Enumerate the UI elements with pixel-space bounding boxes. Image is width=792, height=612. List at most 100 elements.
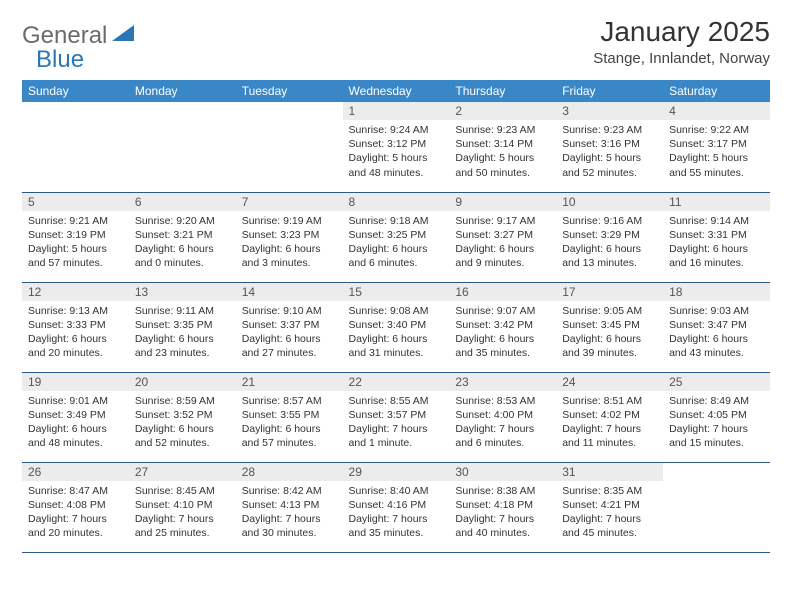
day-number: 18 bbox=[663, 283, 770, 301]
calendar-body: 1Sunrise: 9:24 AMSunset: 3:12 PMDaylight… bbox=[22, 102, 770, 552]
calendar-day-cell: 9Sunrise: 9:17 AMSunset: 3:27 PMDaylight… bbox=[449, 192, 556, 282]
weekday-header: Monday bbox=[129, 80, 236, 102]
calendar-day-cell: 21Sunrise: 8:57 AMSunset: 3:55 PMDayligh… bbox=[236, 372, 343, 462]
day-number: 3 bbox=[556, 102, 663, 120]
calendar-day-cell: 23Sunrise: 8:53 AMSunset: 4:00 PMDayligh… bbox=[449, 372, 556, 462]
day-details: Sunrise: 8:51 AMSunset: 4:02 PMDaylight:… bbox=[556, 391, 663, 455]
calendar-day-cell: 7Sunrise: 9:19 AMSunset: 3:23 PMDaylight… bbox=[236, 192, 343, 282]
day-details: Sunrise: 9:18 AMSunset: 3:25 PMDaylight:… bbox=[343, 211, 450, 275]
day-number: 24 bbox=[556, 373, 663, 391]
calendar-day-cell: 8Sunrise: 9:18 AMSunset: 3:25 PMDaylight… bbox=[343, 192, 450, 282]
page-subtitle: Stange, Innlandet, Norway bbox=[593, 50, 770, 67]
weekday-header-row: Sunday Monday Tuesday Wednesday Thursday… bbox=[22, 80, 770, 102]
calendar-day-cell: 27Sunrise: 8:45 AMSunset: 4:10 PMDayligh… bbox=[129, 462, 236, 552]
calendar-day-cell: 22Sunrise: 8:55 AMSunset: 3:57 PMDayligh… bbox=[343, 372, 450, 462]
calendar-day-cell: 3Sunrise: 9:23 AMSunset: 3:16 PMDaylight… bbox=[556, 102, 663, 192]
day-number: 10 bbox=[556, 193, 663, 211]
day-details: Sunrise: 9:23 AMSunset: 3:14 PMDaylight:… bbox=[449, 120, 556, 184]
logo-blue: Blue bbox=[36, 46, 134, 74]
day-number: 27 bbox=[129, 463, 236, 481]
logo-triangle-icon bbox=[112, 25, 134, 43]
calendar-day-cell bbox=[236, 102, 343, 192]
weekday-header: Thursday bbox=[449, 80, 556, 102]
day-details: Sunrise: 8:42 AMSunset: 4:13 PMDaylight:… bbox=[236, 481, 343, 545]
calendar-week-row: 19Sunrise: 9:01 AMSunset: 3:49 PMDayligh… bbox=[22, 372, 770, 462]
day-details: Sunrise: 8:55 AMSunset: 3:57 PMDaylight:… bbox=[343, 391, 450, 455]
day-details: Sunrise: 9:19 AMSunset: 3:23 PMDaylight:… bbox=[236, 211, 343, 275]
day-details: Sunrise: 9:13 AMSunset: 3:33 PMDaylight:… bbox=[22, 301, 129, 365]
calendar-day-cell: 5Sunrise: 9:21 AMSunset: 3:19 PMDaylight… bbox=[22, 192, 129, 282]
day-number: 7 bbox=[236, 193, 343, 211]
day-details: Sunrise: 9:08 AMSunset: 3:40 PMDaylight:… bbox=[343, 301, 450, 365]
day-details: Sunrise: 8:49 AMSunset: 4:05 PMDaylight:… bbox=[663, 391, 770, 455]
day-number: 16 bbox=[449, 283, 556, 301]
day-details: Sunrise: 9:23 AMSunset: 3:16 PMDaylight:… bbox=[556, 120, 663, 184]
day-number: 26 bbox=[22, 463, 129, 481]
day-number: 8 bbox=[343, 193, 450, 211]
logo-general: General bbox=[22, 22, 107, 49]
day-details: Sunrise: 9:24 AMSunset: 3:12 PMDaylight:… bbox=[343, 120, 450, 184]
day-details: Sunrise: 9:22 AMSunset: 3:17 PMDaylight:… bbox=[663, 120, 770, 184]
weekday-header: Saturday bbox=[663, 80, 770, 102]
day-number: 15 bbox=[343, 283, 450, 301]
weekday-header: Tuesday bbox=[236, 80, 343, 102]
calendar-day-cell bbox=[129, 102, 236, 192]
day-number: 11 bbox=[663, 193, 770, 211]
calendar-day-cell bbox=[22, 102, 129, 192]
calendar-week-row: 5Sunrise: 9:21 AMSunset: 3:19 PMDaylight… bbox=[22, 192, 770, 282]
calendar-day-cell: 16Sunrise: 9:07 AMSunset: 3:42 PMDayligh… bbox=[449, 282, 556, 372]
day-details: Sunrise: 8:38 AMSunset: 4:18 PMDaylight:… bbox=[449, 481, 556, 545]
day-number: 25 bbox=[663, 373, 770, 391]
day-number: 2 bbox=[449, 102, 556, 120]
calendar-day-cell: 25Sunrise: 8:49 AMSunset: 4:05 PMDayligh… bbox=[663, 372, 770, 462]
day-number: 22 bbox=[343, 373, 450, 391]
calendar-day-cell: 12Sunrise: 9:13 AMSunset: 3:33 PMDayligh… bbox=[22, 282, 129, 372]
day-details: Sunrise: 9:01 AMSunset: 3:49 PMDaylight:… bbox=[22, 391, 129, 455]
calendar-day-cell: 20Sunrise: 8:59 AMSunset: 3:52 PMDayligh… bbox=[129, 372, 236, 462]
calendar-day-cell: 17Sunrise: 9:05 AMSunset: 3:45 PMDayligh… bbox=[556, 282, 663, 372]
day-details: Sunrise: 8:40 AMSunset: 4:16 PMDaylight:… bbox=[343, 481, 450, 545]
page-title: January 2025 bbox=[593, 16, 770, 48]
header: General Blue January 2025 Stange, Innlan… bbox=[22, 16, 770, 74]
calendar-day-cell: 15Sunrise: 9:08 AMSunset: 3:40 PMDayligh… bbox=[343, 282, 450, 372]
day-details: Sunrise: 9:16 AMSunset: 3:29 PMDaylight:… bbox=[556, 211, 663, 275]
day-details: Sunrise: 9:07 AMSunset: 3:42 PMDaylight:… bbox=[449, 301, 556, 365]
logo: General Blue bbox=[22, 22, 134, 74]
calendar-week-row: 12Sunrise: 9:13 AMSunset: 3:33 PMDayligh… bbox=[22, 282, 770, 372]
calendar-week-row: 26Sunrise: 8:47 AMSunset: 4:08 PMDayligh… bbox=[22, 462, 770, 552]
day-number: 23 bbox=[449, 373, 556, 391]
calendar-day-cell: 30Sunrise: 8:38 AMSunset: 4:18 PMDayligh… bbox=[449, 462, 556, 552]
day-number: 19 bbox=[22, 373, 129, 391]
weekday-header: Wednesday bbox=[343, 80, 450, 102]
day-details: Sunrise: 9:05 AMSunset: 3:45 PMDaylight:… bbox=[556, 301, 663, 365]
day-details: Sunrise: 9:21 AMSunset: 3:19 PMDaylight:… bbox=[22, 211, 129, 275]
day-number: 14 bbox=[236, 283, 343, 301]
day-details: Sunrise: 8:59 AMSunset: 3:52 PMDaylight:… bbox=[129, 391, 236, 455]
day-number: 1 bbox=[343, 102, 450, 120]
day-details: Sunrise: 9:14 AMSunset: 3:31 PMDaylight:… bbox=[663, 211, 770, 275]
title-block: January 2025 Stange, Innlandet, Norway bbox=[593, 16, 770, 67]
day-number: 21 bbox=[236, 373, 343, 391]
day-number: 31 bbox=[556, 463, 663, 481]
calendar-day-cell: 26Sunrise: 8:47 AMSunset: 4:08 PMDayligh… bbox=[22, 462, 129, 552]
day-details: Sunrise: 8:53 AMSunset: 4:00 PMDaylight:… bbox=[449, 391, 556, 455]
day-details: Sunrise: 8:45 AMSunset: 4:10 PMDaylight:… bbox=[129, 481, 236, 545]
calendar-day-cell: 13Sunrise: 9:11 AMSunset: 3:35 PMDayligh… bbox=[129, 282, 236, 372]
calendar-day-cell: 24Sunrise: 8:51 AMSunset: 4:02 PMDayligh… bbox=[556, 372, 663, 462]
day-number: 12 bbox=[22, 283, 129, 301]
calendar-week-row: 1Sunrise: 9:24 AMSunset: 3:12 PMDaylight… bbox=[22, 102, 770, 192]
calendar-day-cell: 11Sunrise: 9:14 AMSunset: 3:31 PMDayligh… bbox=[663, 192, 770, 282]
calendar-day-cell: 14Sunrise: 9:10 AMSunset: 3:37 PMDayligh… bbox=[236, 282, 343, 372]
day-details: Sunrise: 9:03 AMSunset: 3:47 PMDaylight:… bbox=[663, 301, 770, 365]
calendar-day-cell: 19Sunrise: 9:01 AMSunset: 3:49 PMDayligh… bbox=[22, 372, 129, 462]
day-number: 13 bbox=[129, 283, 236, 301]
weekday-header: Friday bbox=[556, 80, 663, 102]
calendar-day-cell bbox=[663, 462, 770, 552]
day-number: 6 bbox=[129, 193, 236, 211]
day-details: Sunrise: 9:20 AMSunset: 3:21 PMDaylight:… bbox=[129, 211, 236, 275]
day-details: Sunrise: 9:17 AMSunset: 3:27 PMDaylight:… bbox=[449, 211, 556, 275]
day-number: 29 bbox=[343, 463, 450, 481]
calendar-day-cell: 6Sunrise: 9:20 AMSunset: 3:21 PMDaylight… bbox=[129, 192, 236, 282]
day-details: Sunrise: 8:47 AMSunset: 4:08 PMDaylight:… bbox=[22, 481, 129, 545]
calendar-day-cell: 31Sunrise: 8:35 AMSunset: 4:21 PMDayligh… bbox=[556, 462, 663, 552]
